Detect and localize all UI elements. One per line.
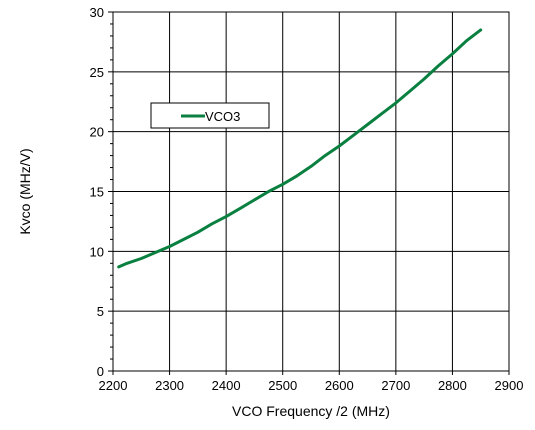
legend-label-vco3: VCO3 bbox=[205, 109, 240, 124]
series-line-vco3 bbox=[117, 28, 483, 269]
y-tick-label: 25 bbox=[90, 65, 104, 80]
grid bbox=[113, 12, 509, 371]
legend-box bbox=[150, 102, 270, 129]
x-tick-label: 2900 bbox=[495, 378, 524, 393]
y-tick-label: 30 bbox=[90, 5, 104, 20]
x-tick-label: 2400 bbox=[212, 378, 241, 393]
legend: VCO3 bbox=[150, 102, 270, 129]
x-tick-label: 2300 bbox=[155, 378, 184, 393]
y-tick-label: 15 bbox=[90, 185, 104, 200]
minor-ticks bbox=[108, 11, 510, 375]
y-tick-label: 5 bbox=[97, 304, 104, 319]
x-tick-label: 2800 bbox=[438, 378, 467, 393]
x-tick-labels: 2200 2300 2400 2500 2600 2700 2800 2900 bbox=[99, 378, 524, 393]
y-tick-label: 10 bbox=[90, 244, 104, 259]
y-tick-label: 20 bbox=[90, 125, 104, 140]
x-tick-label: 2700 bbox=[381, 378, 410, 393]
y-tick-label: 0 bbox=[97, 364, 104, 379]
x-tick-label: 2500 bbox=[268, 378, 297, 393]
series-layer bbox=[117, 28, 483, 269]
x-axis-title: VCO Frequency /2 (MHz) bbox=[232, 403, 390, 419]
x-tick-label: 2600 bbox=[325, 378, 354, 393]
y-tick-labels: 0 5 10 15 20 25 30 bbox=[90, 5, 104, 379]
x-tick-label: 2200 bbox=[99, 378, 128, 393]
y-axis-title: Kvco (MHz/V) bbox=[17, 148, 33, 234]
